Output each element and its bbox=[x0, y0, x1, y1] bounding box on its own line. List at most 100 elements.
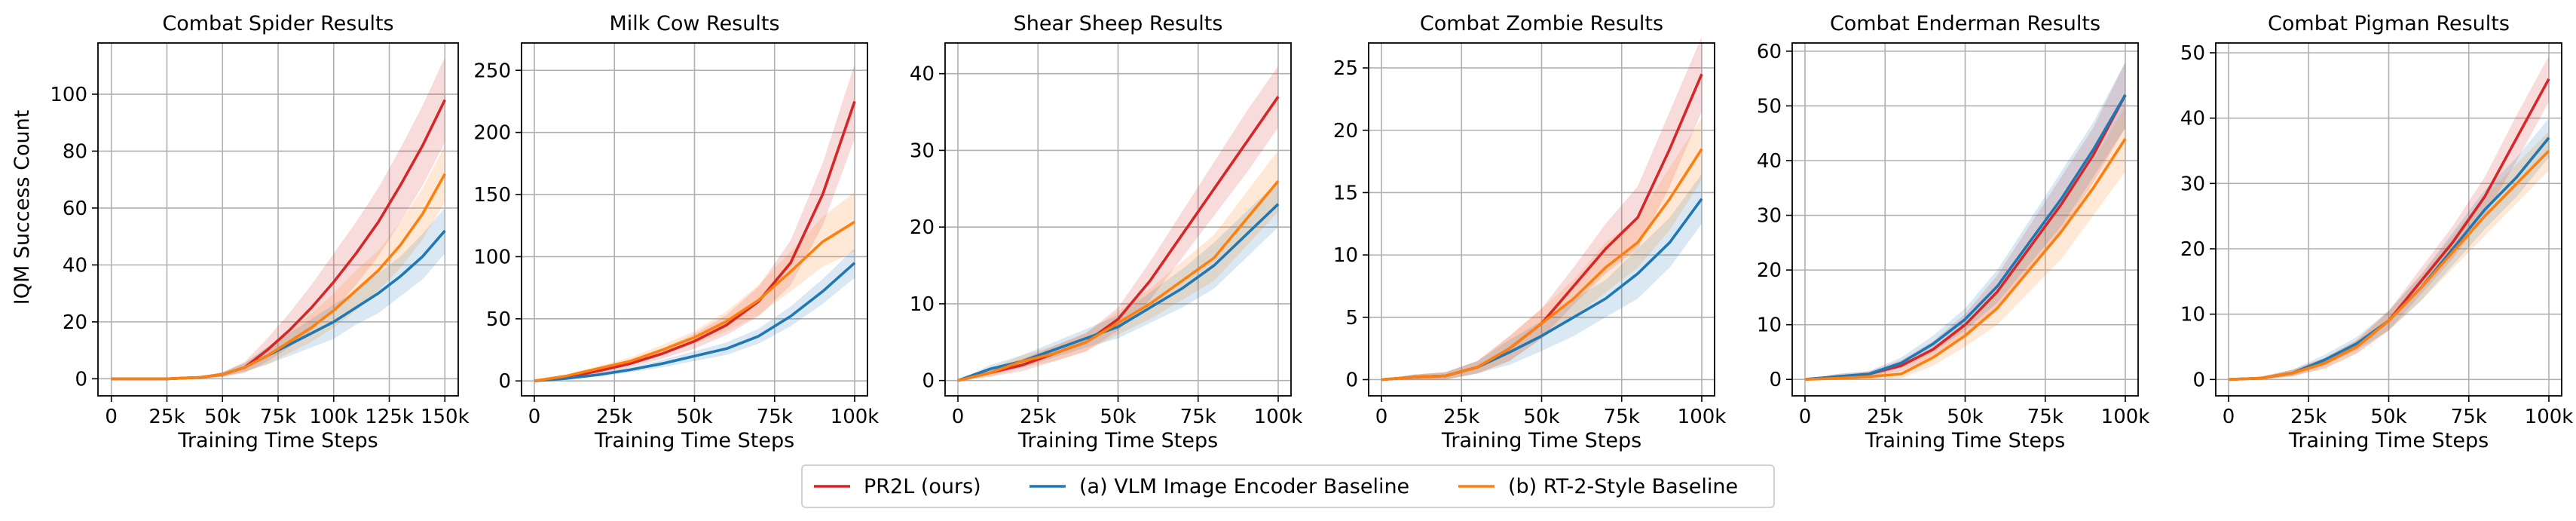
subplot-title: Shear Sheep Results bbox=[1014, 12, 1223, 35]
subplot-combat-enderman-results: 0 25k 50k 75k 100k 0 10 20 30 40 50 60 Combat Enderm… bbox=[1757, 12, 2149, 452]
subplot-title: Combat Zombie Results bbox=[1420, 12, 1663, 35]
x-tick-label: 75k bbox=[260, 406, 296, 428]
x-tick-label: 25k bbox=[1020, 406, 1056, 428]
subplot-title: Combat Pigman Results bbox=[2268, 12, 2510, 35]
series-line-a-vlm-image-encoder-baseline bbox=[1804, 93, 2127, 381]
x-tick-label: 25k bbox=[1443, 406, 1479, 428]
series-line-pr2l-ours bbox=[957, 96, 1280, 382]
y-tick-label: 10 bbox=[910, 293, 935, 316]
x-tick-label: 50k bbox=[1100, 406, 1136, 428]
x-tick-label: 50k bbox=[1947, 406, 1983, 428]
y-tick-label: 80 bbox=[63, 140, 87, 163]
x-tick-label: 150k bbox=[421, 406, 470, 428]
series-line-b-rt-2-style-baseline bbox=[1381, 148, 1703, 382]
subplot-milk-cow-results: 0 25k 50k 75k 100k 0 50 100 150 200 250 Milk Cow Re… bbox=[473, 12, 879, 452]
series-line-b-rt-2-style-baseline bbox=[534, 220, 855, 382]
x-axis-label: Training Time Steps bbox=[177, 429, 378, 452]
y-tick-label: 0 bbox=[1769, 369, 1782, 391]
band-a-vlm-image-encoder-baseline bbox=[958, 181, 1278, 381]
subplot-title: Combat Spider Results bbox=[162, 12, 393, 35]
x-tick-label: 100k bbox=[1254, 406, 1303, 428]
x-tick-label: 75k bbox=[1180, 406, 1216, 428]
x-tick-label: 0 bbox=[1375, 406, 1388, 428]
x-tick-label: 0 bbox=[1799, 406, 1812, 428]
x-tick-label: 75k bbox=[2451, 406, 2487, 428]
legend-label-a-vlm-image-encoder-baseline: (a) VLM Image Encoder Baseline bbox=[1079, 475, 1409, 498]
subplot-combat-pigman-results: 0 25k 50k 75k 100k 0 10 20 30 40 50 Combat Pigman R… bbox=[2180, 12, 2573, 452]
y-tick-label: 50 bbox=[1757, 95, 1782, 118]
y-tick-label: 40 bbox=[1757, 150, 1782, 173]
y-tick-label: 0 bbox=[75, 368, 87, 391]
band-a-vlm-image-encoder-baseline bbox=[1381, 173, 1702, 380]
y-tick-label: 5 bbox=[1345, 307, 1358, 329]
x-tick-label: 75k bbox=[1604, 406, 1640, 428]
x-tick-label: 25k bbox=[596, 406, 632, 428]
y-tick-label: 10 bbox=[1333, 244, 1358, 267]
x-tick-label: 75k bbox=[757, 406, 793, 428]
y-tick-label: 0 bbox=[498, 370, 511, 393]
y-tick-label: 20 bbox=[63, 311, 87, 334]
series-line-pr2l-ours bbox=[534, 100, 856, 382]
subplot-title: Combat Enderman Results bbox=[1830, 12, 2100, 35]
y-tick-label: 40 bbox=[910, 63, 935, 86]
y-tick-label: 30 bbox=[910, 139, 935, 162]
series-line-b-rt-2-style-baseline bbox=[111, 173, 446, 381]
legend-label-pr2l-ours: PR2L (ours) bbox=[864, 475, 981, 498]
band-pr2l-ours bbox=[1381, 36, 1702, 380]
y-tick-label: 30 bbox=[2180, 173, 2205, 195]
legend-label-b-rt-2-style-baseline: (b) RT-2-Style Baseline bbox=[1508, 475, 1738, 498]
x-tick-label: 0 bbox=[952, 406, 965, 428]
band-pr2l-ours bbox=[1805, 62, 2125, 380]
y-tick-label: 0 bbox=[2192, 369, 2205, 391]
subplot-title: Milk Cow Results bbox=[609, 12, 779, 35]
x-tick-label: 25k bbox=[148, 406, 185, 428]
x-tick-label: 25k bbox=[2290, 406, 2327, 428]
x-axis-label: Training Time Steps bbox=[594, 429, 794, 452]
x-tick-label: 25k bbox=[1867, 406, 1903, 428]
x-tick-label: 50k bbox=[1523, 406, 1559, 428]
y-tick-label: 50 bbox=[2180, 42, 2205, 65]
y-tick-label: 15 bbox=[1333, 182, 1358, 204]
legend: PR2L (ours) (a) VLM Image Encoder Baselin… bbox=[801, 464, 1775, 508]
x-tick-label: 75k bbox=[2027, 406, 2064, 428]
y-tick-label: 150 bbox=[473, 184, 511, 207]
x-tick-label: 100k bbox=[309, 406, 358, 428]
y-tick-label: 20 bbox=[910, 216, 935, 239]
x-tick-label: 0 bbox=[528, 406, 541, 428]
x-tick-label: 0 bbox=[105, 406, 118, 428]
x-tick-label: 0 bbox=[2223, 406, 2235, 428]
x-tick-label: 100k bbox=[1678, 406, 1727, 428]
x-tick-label: 50k bbox=[204, 406, 240, 428]
band-a-vlm-image-encoder-baseline bbox=[2229, 118, 2549, 380]
y-tick-label: 100 bbox=[50, 84, 87, 106]
x-axis-label: Training Time Steps bbox=[1441, 429, 1641, 452]
subplot-combat-zombie-results: 0 25k 50k 75k 100k 0 5 10 15 20 25 Combat Zombie Re… bbox=[1333, 12, 1726, 452]
x-tick-label: 50k bbox=[2370, 406, 2406, 428]
band-b-rt-2-style-baseline bbox=[2229, 131, 2549, 380]
y-tick-label: 20 bbox=[2180, 238, 2205, 261]
subplot-combat-spider-results: 0 25k 50k 75k 100k 125k 150k 0 20 40 60 80 100 Combat… bbox=[50, 12, 469, 452]
series-line-b-rt-2-style-baseline bbox=[1804, 138, 2127, 381]
y-tick-label: 30 bbox=[1757, 205, 1782, 228]
y-tick-label: 0 bbox=[922, 370, 935, 393]
series-line-b-rt-2-style-baseline bbox=[957, 179, 1280, 382]
x-tick-label: 50k bbox=[676, 406, 712, 428]
x-tick-label: 100k bbox=[831, 406, 880, 428]
y-tick-label: 0 bbox=[1345, 369, 1358, 392]
y-tick-label: 40 bbox=[2180, 108, 2205, 130]
band-pr2l-ours bbox=[111, 57, 445, 379]
band-a-vlm-image-encoder-baseline bbox=[1805, 62, 2125, 380]
y-tick-label: 60 bbox=[1757, 41, 1782, 63]
x-axis-label: Training Time Steps bbox=[1865, 429, 2065, 452]
x-axis-label: Training Time Steps bbox=[2288, 429, 2489, 452]
x-axis-label: Training Time Steps bbox=[1017, 429, 1218, 452]
y-tick-label: 100 bbox=[473, 246, 511, 268]
y-axis-label: IQM Success Count bbox=[11, 110, 34, 305]
subplots: 0 25k 50k 75k 100k 125k 150k020406080100Combat… bbox=[50, 12, 2573, 452]
y-tick-label: 25 bbox=[1333, 57, 1358, 80]
band-b-rt-2-style-baseline bbox=[111, 145, 445, 379]
series-line-a-vlm-image-encoder-baseline bbox=[534, 262, 856, 382]
y-tick-label: 250 bbox=[473, 60, 511, 82]
band-pr2l-ours bbox=[2229, 56, 2549, 380]
